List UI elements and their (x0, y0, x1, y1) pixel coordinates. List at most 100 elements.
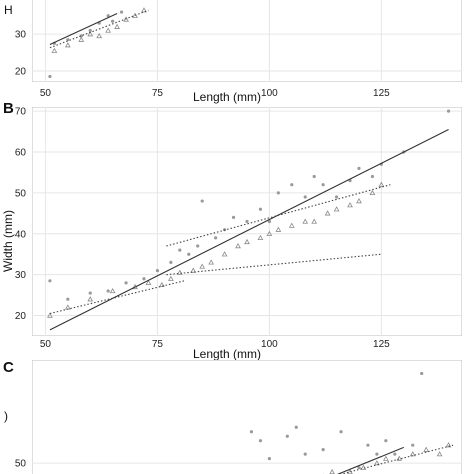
data-point-circle (393, 452, 397, 456)
data-point-circle (249, 430, 254, 434)
data-point-circle (267, 219, 271, 224)
data-point-triangle (436, 451, 443, 457)
data-point-circle (294, 425, 298, 429)
data-point-circle (285, 434, 289, 438)
data-point-triangle (244, 238, 250, 245)
panel-b: B Width (mm) Length (mm) 20 30 40 50 60 70 50 7… (1, 100, 462, 361)
y-tick-label: 20 (15, 311, 27, 322)
data-point-circle (384, 439, 388, 443)
x-tick-label: 50 (40, 88, 52, 99)
data-point-circle (196, 244, 200, 248)
data-point-circle (357, 465, 361, 470)
data-point-triangle (64, 304, 71, 310)
data-point-circle (258, 207, 263, 211)
data-point-triangle (105, 27, 112, 33)
data-point-triangle (378, 181, 385, 187)
data-point-circle (290, 183, 294, 187)
data-point-triangle (123, 16, 129, 22)
y-tick-label: 30 (15, 270, 27, 281)
data-point-circle (106, 14, 110, 18)
data-point-circle (312, 174, 316, 179)
data-point-triangle (409, 451, 416, 457)
data-point-circle (303, 195, 307, 199)
data-point-triangle (167, 275, 174, 281)
data-point-circle (366, 443, 370, 447)
panel-c-ylabel: ) (4, 409, 8, 423)
data-point-triangle (257, 234, 264, 241)
data-point-circle (119, 10, 124, 14)
x-tick-label: 100 (261, 88, 278, 99)
data-point-triangle (356, 198, 362, 204)
data-point-triangle (114, 23, 120, 29)
y-tick-label: 40 (15, 229, 27, 240)
data-point-triangle (275, 226, 282, 232)
data-point-triangle (311, 218, 318, 224)
data-point-circle (88, 28, 92, 33)
data-point-circle (66, 38, 70, 42)
data-point-circle (48, 279, 52, 283)
data-point-circle (106, 289, 110, 293)
data-point-circle (334, 195, 339, 199)
data-point-circle (375, 452, 379, 456)
data-point-circle (231, 215, 236, 220)
data-point-triangle (109, 287, 116, 294)
data-point-triangle (176, 269, 183, 275)
data-point-circle (339, 430, 343, 434)
data-point-circle (245, 219, 249, 224)
data-point-triangle (51, 47, 58, 53)
plot-area (32, 360, 462, 474)
y-tick-label: 50 (15, 459, 27, 470)
data-point-circle (169, 260, 173, 264)
x-tick-label: 50 (40, 339, 52, 350)
data-point-circle (370, 174, 375, 179)
data-point-triangle (396, 455, 403, 461)
data-point-circle (411, 443, 415, 447)
panel-c: C ) 50 (3, 359, 462, 474)
data-point-triangle (87, 31, 94, 37)
data-point-circle (124, 281, 128, 285)
data-point-triangle (302, 218, 309, 224)
data-point-triangle (132, 12, 138, 18)
x-tick-label: 75 (152, 88, 164, 99)
y-tick-label: 60 (15, 147, 27, 158)
data-point-triangle (329, 469, 335, 474)
data-point-triangle (374, 460, 380, 466)
data-point-circle (79, 34, 83, 38)
panel-b-letter: B (3, 100, 14, 117)
fit-line-dotted (166, 184, 391, 247)
data-point-triangle (64, 42, 71, 48)
data-point-triangle (382, 455, 389, 461)
data-point-circle (178, 248, 182, 252)
data-point-circle (420, 371, 424, 376)
data-point-circle (321, 448, 325, 452)
data-point-triangle (141, 7, 147, 13)
data-point-circle (321, 183, 325, 187)
panel-a-ylabel: H (4, 3, 13, 17)
data-point-circle (111, 19, 115, 23)
x-tick-label: 125 (373, 88, 390, 99)
panel-a: H Length (mm) 20 30 50 75 100 125 (4, 0, 462, 104)
data-point-circle (446, 109, 451, 113)
plot-area (32, 107, 462, 336)
data-point-triangle (333, 206, 340, 212)
data-point-circle (303, 452, 307, 456)
data-point-circle (155, 268, 160, 273)
data-point-triangle (199, 263, 206, 269)
data-point-circle (267, 457, 271, 461)
data-point-circle (200, 199, 204, 203)
data-point-circle (66, 297, 70, 301)
data-point-triangle (360, 464, 367, 470)
data-point-triangle (369, 189, 376, 196)
fit-line-dotted (339, 444, 454, 474)
y-tick-label: 70 (15, 107, 27, 118)
data-point-circle (258, 439, 263, 443)
fit-line-solid (336, 446, 404, 474)
panel-a-xlabel: Length (mm) (193, 90, 261, 104)
y-tick-label: 30 (15, 30, 27, 41)
data-point-triangle (96, 32, 103, 39)
data-point-triangle (145, 279, 152, 285)
data-point-triangle (47, 312, 53, 318)
plot-area (32, 0, 462, 82)
data-point-triangle (87, 296, 94, 302)
